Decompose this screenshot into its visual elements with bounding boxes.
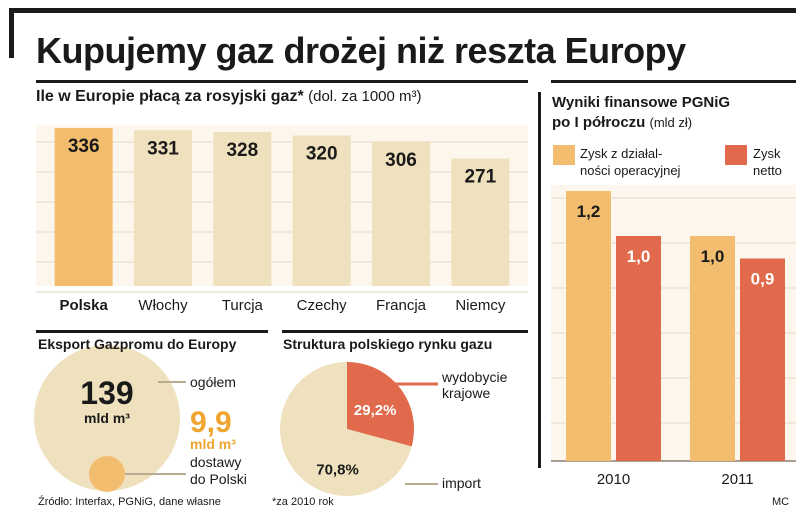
legend-label-net: Zysk	[753, 146, 781, 161]
pgnig-value-label: 1,2	[577, 202, 601, 221]
structure-label-import: import	[442, 475, 481, 491]
export-poland-label-1: dostawy	[190, 454, 241, 470]
export-total-value: 139	[80, 375, 133, 411]
prices-value-label: 336	[68, 136, 100, 157]
prices-category-label: Czechy	[297, 297, 348, 314]
prices-category-label: Niemcy	[455, 297, 506, 314]
pgnig-bar-operating	[690, 236, 735, 461]
prices-value-label: 320	[306, 144, 338, 165]
section-rule-pgnig	[551, 80, 796, 83]
prices-plot-area	[36, 125, 528, 286]
pgnig-value-label: 1,0	[627, 247, 651, 266]
legend-label-operating: Zysk z działal-	[580, 146, 662, 161]
source-note: Źródło: Interfax, PGNiG, dane własne	[38, 496, 221, 508]
pgnig-unit: (mld zł)	[649, 115, 693, 130]
structure-label-domestic-1: wydobycie	[441, 369, 508, 385]
prices-bar-niemcy	[451, 158, 510, 286]
export-heading: Eksport Gazpromu do Europy	[38, 336, 237, 352]
prices-value-label: 328	[226, 140, 258, 161]
structure-value-domestic: 29,2%	[354, 402, 397, 419]
legend-label-net: netto	[753, 163, 782, 178]
export-poland-circle	[89, 456, 125, 492]
prices-bar-polska	[54, 128, 113, 286]
pgnig-category-label: 2011	[721, 471, 753, 488]
legend-label-operating: ności operacyjnej	[580, 163, 681, 178]
pgnig-chart: Zysk z działal-ności operacyjnej Zysk nett…	[551, 145, 796, 488]
prices-bar-turcja	[213, 131, 272, 286]
legend-swatch-operating	[553, 145, 575, 165]
prices-value-label: 306	[385, 150, 417, 171]
pgnig-heading: Wyniki finansowe PGNiG po I półroczu (ml…	[552, 93, 730, 133]
export-total-unit: mld m³	[84, 410, 130, 426]
prices-category-label: Francja	[376, 297, 427, 314]
pgnig-bar-net	[616, 236, 661, 461]
section-rule-export	[36, 330, 268, 333]
prices-bar-włochy	[134, 130, 192, 286]
page-title: Kupujemy gaz drożej niż reszta Europy	[36, 30, 686, 71]
pgnig-bar-net	[740, 258, 785, 461]
prices-heading-text: Ile w Europie płacą za rosyjski gaz*	[36, 88, 304, 105]
top-border	[9, 8, 796, 13]
pgnig-heading-line-2: po I półroczu	[552, 114, 646, 131]
export-poland-label-2: do Polski	[190, 471, 247, 487]
column-divider	[538, 92, 541, 468]
prices-value-label: 331	[147, 138, 179, 159]
pgnig-category-label: 2010	[597, 471, 630, 488]
pgnig-heading-line-1: Wyniki finansowe PGNiG	[552, 94, 731, 111]
pgnig-bar-operating	[566, 191, 611, 461]
export-poland-value: 9,9	[190, 406, 232, 439]
prices-bar-czechy	[292, 135, 351, 286]
pgnig-value-label: 0,9	[751, 270, 775, 289]
structure-label-domestic-2: krajowe	[442, 385, 490, 401]
export-total-label: ogółem	[190, 374, 236, 390]
prices-value-label: 271	[464, 167, 496, 188]
footnote: *za 2010 rok	[272, 496, 334, 508]
prices-chart: 336 Polska 331 Włochy 328 Turcja 320 Czechy 306 F…	[36, 125, 528, 314]
pgnig-value-label: 1,0	[701, 247, 725, 266]
credit: MC	[772, 496, 790, 508]
prices-unit: (dol. za 1000 m³)	[308, 88, 422, 105]
export-total-circle	[34, 345, 180, 491]
prices-bar-francja	[372, 142, 430, 286]
structure-value-import: 70,8%	[316, 461, 359, 478]
structure-heading: Struktura polskiego rynku gazu	[283, 336, 493, 352]
structure-slice-domestic	[347, 362, 414, 447]
legend-swatch-net	[725, 145, 747, 165]
left-border	[9, 8, 14, 58]
prices-category-label: Polska	[59, 297, 108, 314]
section-rule-structure	[282, 330, 528, 333]
structure-slice-import	[280, 362, 412, 496]
prices-heading: Ile w Europie płacą za rosyjski gaz* (do…	[36, 88, 422, 106]
prices-category-label: Turcja	[222, 297, 264, 314]
section-rule-prices	[36, 80, 528, 83]
export-poland-unit: mld m³	[190, 436, 236, 452]
prices-category-label: Włochy	[138, 297, 188, 314]
